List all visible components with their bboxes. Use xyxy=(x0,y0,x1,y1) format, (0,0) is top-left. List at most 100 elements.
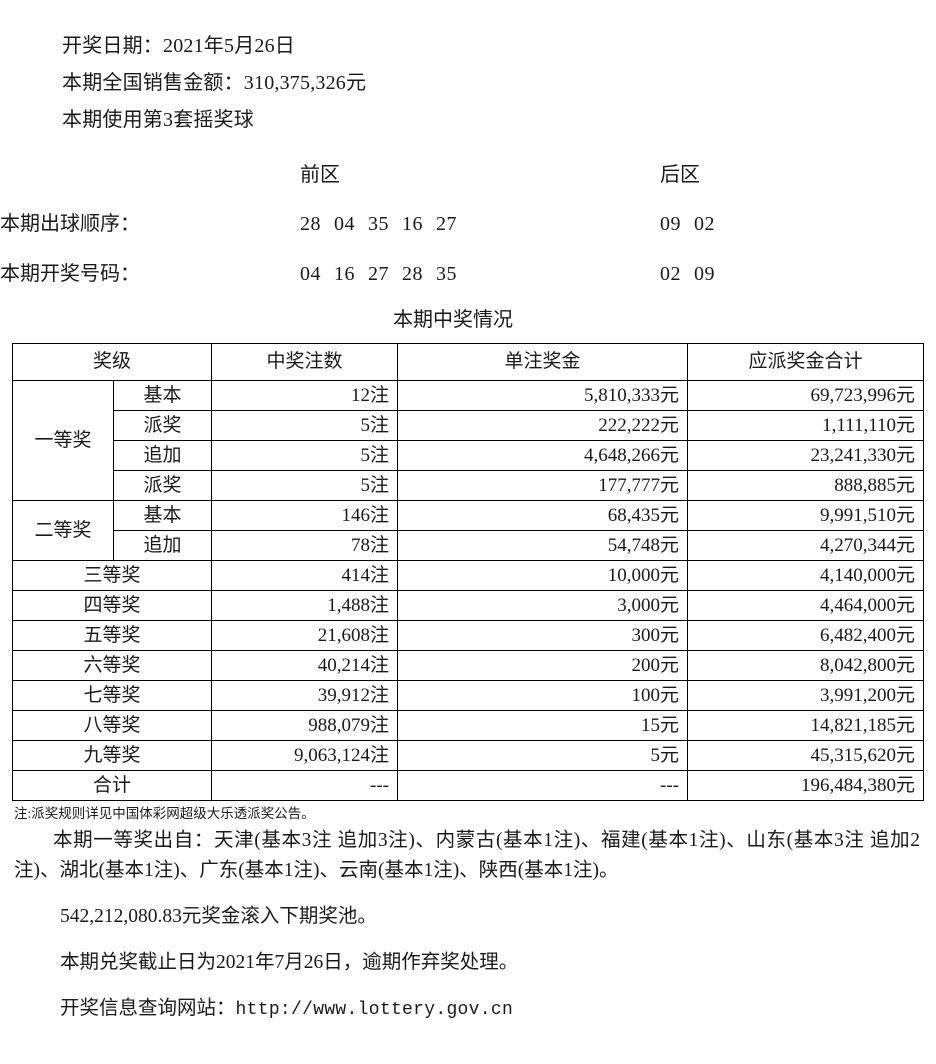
header-block: 开奖日期：2021年5月26日 本期全国销售金额：310,375,326元 本期… xyxy=(0,0,936,139)
col-header-single: 单注奖金 xyxy=(397,343,689,381)
draw-order-label: 本期出球顺序： xyxy=(0,213,140,235)
grade-cell-second-prize: 二等奖 xyxy=(12,500,114,561)
subtype-cell: 追加 xyxy=(112,440,213,471)
single-cell: 177,777元 xyxy=(397,470,689,501)
prize-table: 奖级 中奖注数 单注奖金 应派奖金合计 一等奖 基本 12注 5,810,333… xyxy=(11,343,925,801)
total-cell: 1,111,110元 xyxy=(687,410,925,441)
total-cell: 3,991,200元 xyxy=(687,680,925,711)
single-cell: 100元 xyxy=(397,680,689,711)
prize-table-header-row: 奖级 中奖注数 单注奖金 应派奖金合计 xyxy=(11,343,925,381)
ball: 35 xyxy=(436,263,457,285)
count-cell-sum: --- xyxy=(211,770,399,801)
count-cell: 988,079注 xyxy=(211,710,399,741)
count-cell: 1,488注 xyxy=(211,590,399,621)
ball: 09 xyxy=(660,213,681,235)
total-cell: 14,821,185元 xyxy=(687,710,925,741)
subtype-cell: 派奖 xyxy=(112,410,213,441)
front-zone-label: 前区 xyxy=(300,164,340,186)
total-cell: 6,482,400元 xyxy=(687,620,925,651)
col-header-grade: 奖级 xyxy=(11,343,213,381)
draw-order-front-numbers: 28 04 35 16 27 xyxy=(300,199,660,249)
grade-cell-fourth-prize: 四等奖 xyxy=(11,590,213,621)
total-cell: 4,270,344元 xyxy=(687,530,925,561)
table-row: 一等奖 基本 12注 5,810,333元 69,723,996元 xyxy=(12,380,925,501)
count-cell: 40,214注 xyxy=(211,650,399,681)
ball: 02 xyxy=(694,213,715,235)
draw-date-line: 开奖日期：2021年5月26日 xyxy=(62,35,295,57)
prize-table-wrapper: 奖级 中奖注数 单注奖金 应派奖金合计 一等奖 基本 12注 5,810,333… xyxy=(0,343,936,801)
single-cell: 3,000元 xyxy=(397,590,689,621)
zone-header-row: 前区 后区 xyxy=(0,151,936,199)
winning-front-numbers: 04 16 27 28 35 xyxy=(300,249,660,299)
ball: 35 xyxy=(368,213,389,235)
single-cell: 5,810,333元 xyxy=(397,380,689,411)
zone-header-spacer xyxy=(0,151,300,199)
count-cell: 12注 xyxy=(211,380,399,411)
ball: 16 xyxy=(334,263,355,285)
ball: 09 xyxy=(694,263,715,285)
subtype-cell: 派奖 xyxy=(112,470,213,501)
count-cell: 21,608注 xyxy=(211,620,399,651)
winning-numbers-label: 本期开奖号码： xyxy=(0,263,140,285)
ball: 04 xyxy=(334,213,355,235)
grade-cell-ninth-prize: 九等奖 xyxy=(11,740,213,771)
ball: 28 xyxy=(402,263,423,285)
count-cell: 146注 xyxy=(211,500,399,531)
table-row: 追加 78注 54,748元 4,270,344元 xyxy=(13,530,925,561)
total-cell: 9,991,510元 xyxy=(687,500,925,531)
ball-zones-table: 前区 后区 本期出球顺序： 28 04 35 16 27 09 02 本期开奖号码： xyxy=(0,151,936,299)
grade-cell-first-prize: 一等奖 xyxy=(12,380,114,501)
total-cell: 888,885元 xyxy=(687,470,925,501)
back-zone-label: 后区 xyxy=(660,164,700,186)
table-row: 四等奖 1,488注 3,000元 4,464,000元 xyxy=(11,590,925,621)
count-cell: 9,063,124注 xyxy=(211,740,399,771)
draw-order-row: 本期出球顺序： 28 04 35 16 27 09 02 xyxy=(0,199,936,249)
table-row: 八等奖 988,079注 15元 14,821,185元 xyxy=(11,710,925,741)
single-cell-sum: --- xyxy=(397,770,689,801)
single-cell: 5元 xyxy=(397,740,689,771)
count-cell: 5注 xyxy=(211,470,399,501)
ball: 04 xyxy=(300,263,321,285)
single-cell: 222,222元 xyxy=(397,410,689,441)
single-cell: 300元 xyxy=(397,620,689,651)
table-row: 三等奖 414注 10,000元 4,140,000元 xyxy=(11,560,925,591)
table-row: 追加 5注 4,648,266元 23,241,330元 xyxy=(13,440,925,471)
website-url: http://www.lottery.gov.cn xyxy=(235,1000,514,1020)
ball: 16 xyxy=(402,213,423,235)
grade-cell-sixth-prize: 六等奖 xyxy=(11,650,213,681)
draw-order-back-numbers: 09 02 xyxy=(660,199,936,249)
count-cell: 39,912注 xyxy=(211,680,399,711)
single-cell: 68,435元 xyxy=(397,500,689,531)
table-row: 七等奖 39,912注 100元 3,991,200元 xyxy=(11,680,925,711)
website-label: 开奖信息查询网站： xyxy=(60,998,236,1019)
single-cell: 4,648,266元 xyxy=(397,440,689,471)
prize-section-title: 本期中奖情况 xyxy=(393,309,513,331)
single-cell: 200元 xyxy=(397,650,689,681)
subtype-cell: 基本 xyxy=(112,500,213,531)
website-paragraph: 开奖信息查询网站：http://www.lottery.gov.cn xyxy=(0,994,936,1025)
national-sales-line: 本期全国销售金额：310,375,326元 xyxy=(62,72,367,94)
table-row: 派奖 5注 177,777元 888,885元 xyxy=(13,470,925,501)
total-cell: 8,042,800元 xyxy=(687,650,925,681)
total-cell: 69,723,996元 xyxy=(687,380,925,411)
ball-set-line: 本期使用第3套摇奖球 xyxy=(62,109,254,131)
grade-cell-fifth-prize: 五等奖 xyxy=(11,620,213,651)
count-cell: 414注 xyxy=(211,560,399,591)
table-row: 派奖 5注 222,222元 1,111,110元 xyxy=(13,410,925,441)
grade-cell-seventh-prize: 七等奖 xyxy=(11,680,213,711)
grade-cell-eighth-prize: 八等奖 xyxy=(11,710,213,741)
grade-cell-sum: 合计 xyxy=(11,770,213,801)
count-cell: 5注 xyxy=(211,440,399,471)
ball: 27 xyxy=(368,263,389,285)
first-prize-winners-paragraph: 本期一等奖出自：天津(基本3注 追加3注)、内蒙古(基本1注)、福建(基本1注)… xyxy=(14,830,920,881)
total-cell-sum: 196,484,380元 xyxy=(687,770,925,801)
table-row-total: 合计 --- --- 196,484,380元 xyxy=(11,770,925,801)
col-header-count: 中奖注数 xyxy=(211,343,399,381)
total-cell: 4,140,000元 xyxy=(687,560,925,591)
total-cell: 4,464,000元 xyxy=(687,590,925,621)
col-header-total: 应派奖金合计 xyxy=(687,343,925,381)
rollover-paragraph: 542,212,080.83元奖金滚入下期奖池。 xyxy=(60,906,377,927)
winning-back-numbers: 02 09 xyxy=(660,249,936,299)
table-row: 六等奖 40,214注 200元 8,042,800元 xyxy=(11,650,925,681)
